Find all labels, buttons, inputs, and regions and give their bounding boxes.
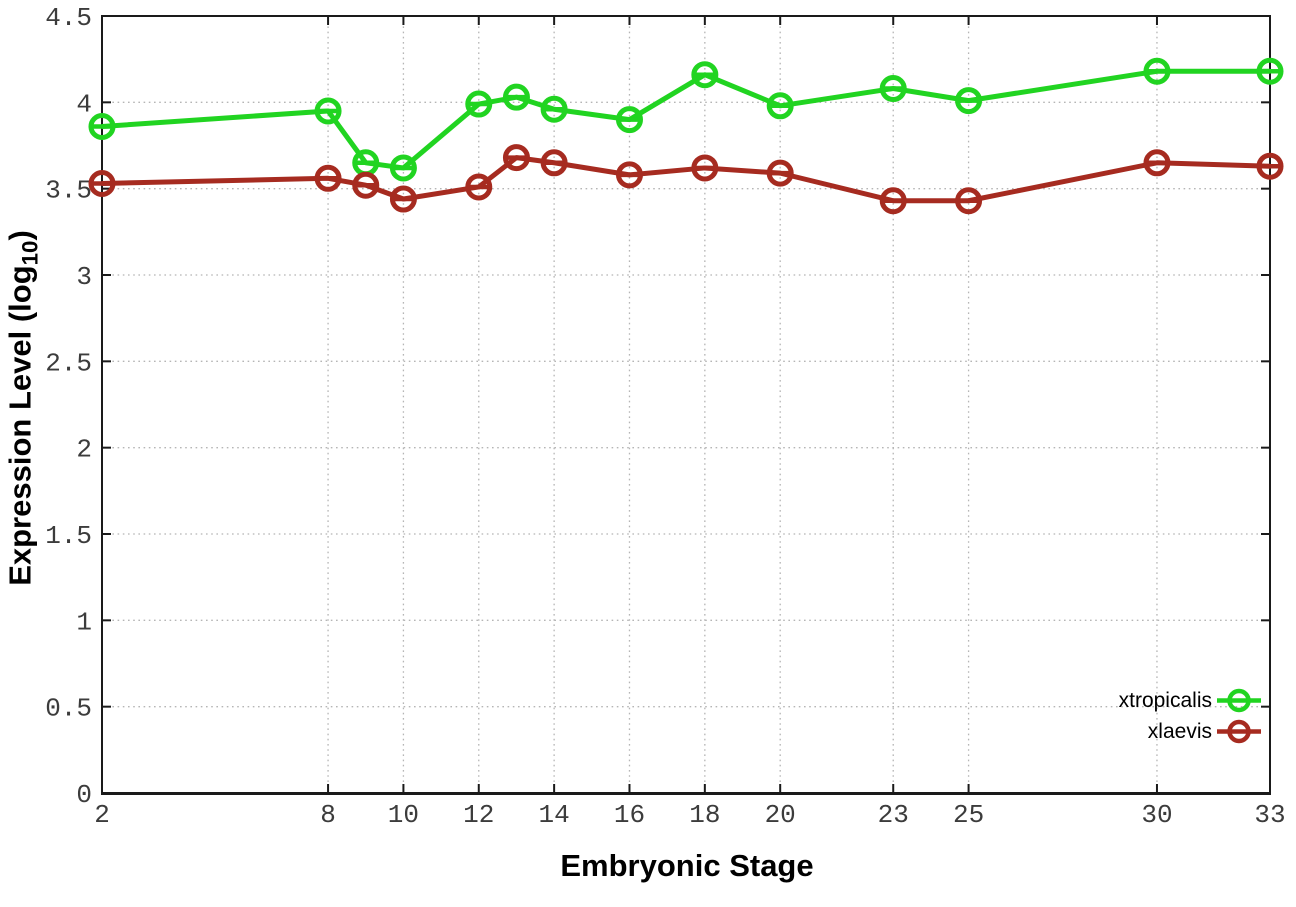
x-tick-label: 33: [1254, 800, 1285, 830]
plot-border: [101, 15, 1271, 794]
x-axis-title: Embryonic Stage: [560, 848, 814, 883]
series-xlaevis-point: [389, 185, 417, 213]
x-tick-label: 14: [539, 800, 570, 830]
series-xlaevis-point: [766, 159, 794, 187]
series-xtropicalis-point: [1143, 57, 1171, 85]
x-tick-label: 16: [614, 800, 645, 830]
series-xlaevis-point: [955, 187, 983, 215]
x-tick-label: 18: [689, 800, 720, 830]
y-axis-title-text: Expression Level (log: [2, 265, 38, 586]
series-xlaevis-point: [691, 154, 719, 182]
x-tick-label: 30: [1141, 800, 1172, 830]
y-tick-label: 2.5: [45, 348, 92, 378]
y-tick-label: 3.5: [45, 176, 92, 206]
x-tick-label: 23: [878, 800, 909, 830]
x-tick-label: 20: [765, 800, 796, 830]
series-xtropicalis-point: [540, 95, 568, 123]
series-xlaevis-point: [879, 187, 907, 215]
legend: xtropicalis xlaevis: [1119, 685, 1262, 747]
series-xlaevis-point: [1143, 149, 1171, 177]
series-xtropicalis-point: [955, 87, 983, 115]
series-xlaevis-line: [101, 155, 1271, 204]
series-xtropicalis-point: [502, 83, 530, 111]
series-xtropicalis-point: [465, 90, 493, 118]
series-xtropicalis-point: [766, 92, 794, 120]
x-tick-label: 2: [94, 800, 110, 830]
series-xlaevis-point: [352, 171, 380, 199]
legend-marker-xtropicalis-icon: [1217, 688, 1261, 713]
y-axis-title-subscript: 10: [17, 240, 43, 266]
series-xtropicalis-point: [691, 61, 719, 89]
x-tick-label: 8: [320, 800, 336, 830]
series-xlaevis-point: [465, 173, 493, 201]
y-axis-title-close: ): [2, 230, 38, 241]
series-xlaevis-point: [1256, 152, 1284, 180]
y-tick-label: 1: [76, 607, 92, 637]
legend-entry-xlaevis: xlaevis: [1119, 716, 1262, 747]
x-tick-label: 10: [388, 800, 419, 830]
y-tick-label: 3: [76, 262, 92, 292]
x-tick-label: 25: [953, 800, 984, 830]
series-xlaevis-point: [502, 144, 530, 172]
series-xlaevis-point: [540, 149, 568, 177]
series-xtropicalis-point: [879, 75, 907, 103]
y-tick-label: 0: [76, 780, 92, 810]
series-xlaevis-point: [314, 164, 342, 192]
series-xtropicalis-point: [615, 106, 643, 134]
y-tick-label: 4: [76, 89, 92, 119]
y-axis-title: Expression Level (log10): [2, 230, 43, 586]
legend-entry-xtropicalis: xtropicalis: [1119, 685, 1262, 716]
series-xlaevis-point: [88, 169, 116, 197]
y-tick-label: 1.5: [45, 521, 92, 551]
series-xtropicalis-point: [314, 97, 342, 125]
series-xtropicalis-point: [389, 154, 417, 182]
series-xtropicalis-point: [1256, 57, 1284, 85]
legend-marker-xlaevis-icon: [1217, 719, 1261, 744]
x-tick-label: 12: [463, 800, 494, 830]
series-xtropicalis-point: [88, 113, 116, 141]
y-tick-label: 0.5: [45, 694, 92, 724]
y-tick-label: 2: [76, 435, 92, 465]
legend-label-xlaevis: xlaevis: [1147, 719, 1212, 743]
series-xtropicalis-line: [101, 68, 1270, 171]
series-xlaevis-point: [615, 161, 643, 189]
legend-label-xtropicalis: xtropicalis: [1118, 688, 1212, 712]
y-tick-label: 4.5: [45, 3, 92, 33]
